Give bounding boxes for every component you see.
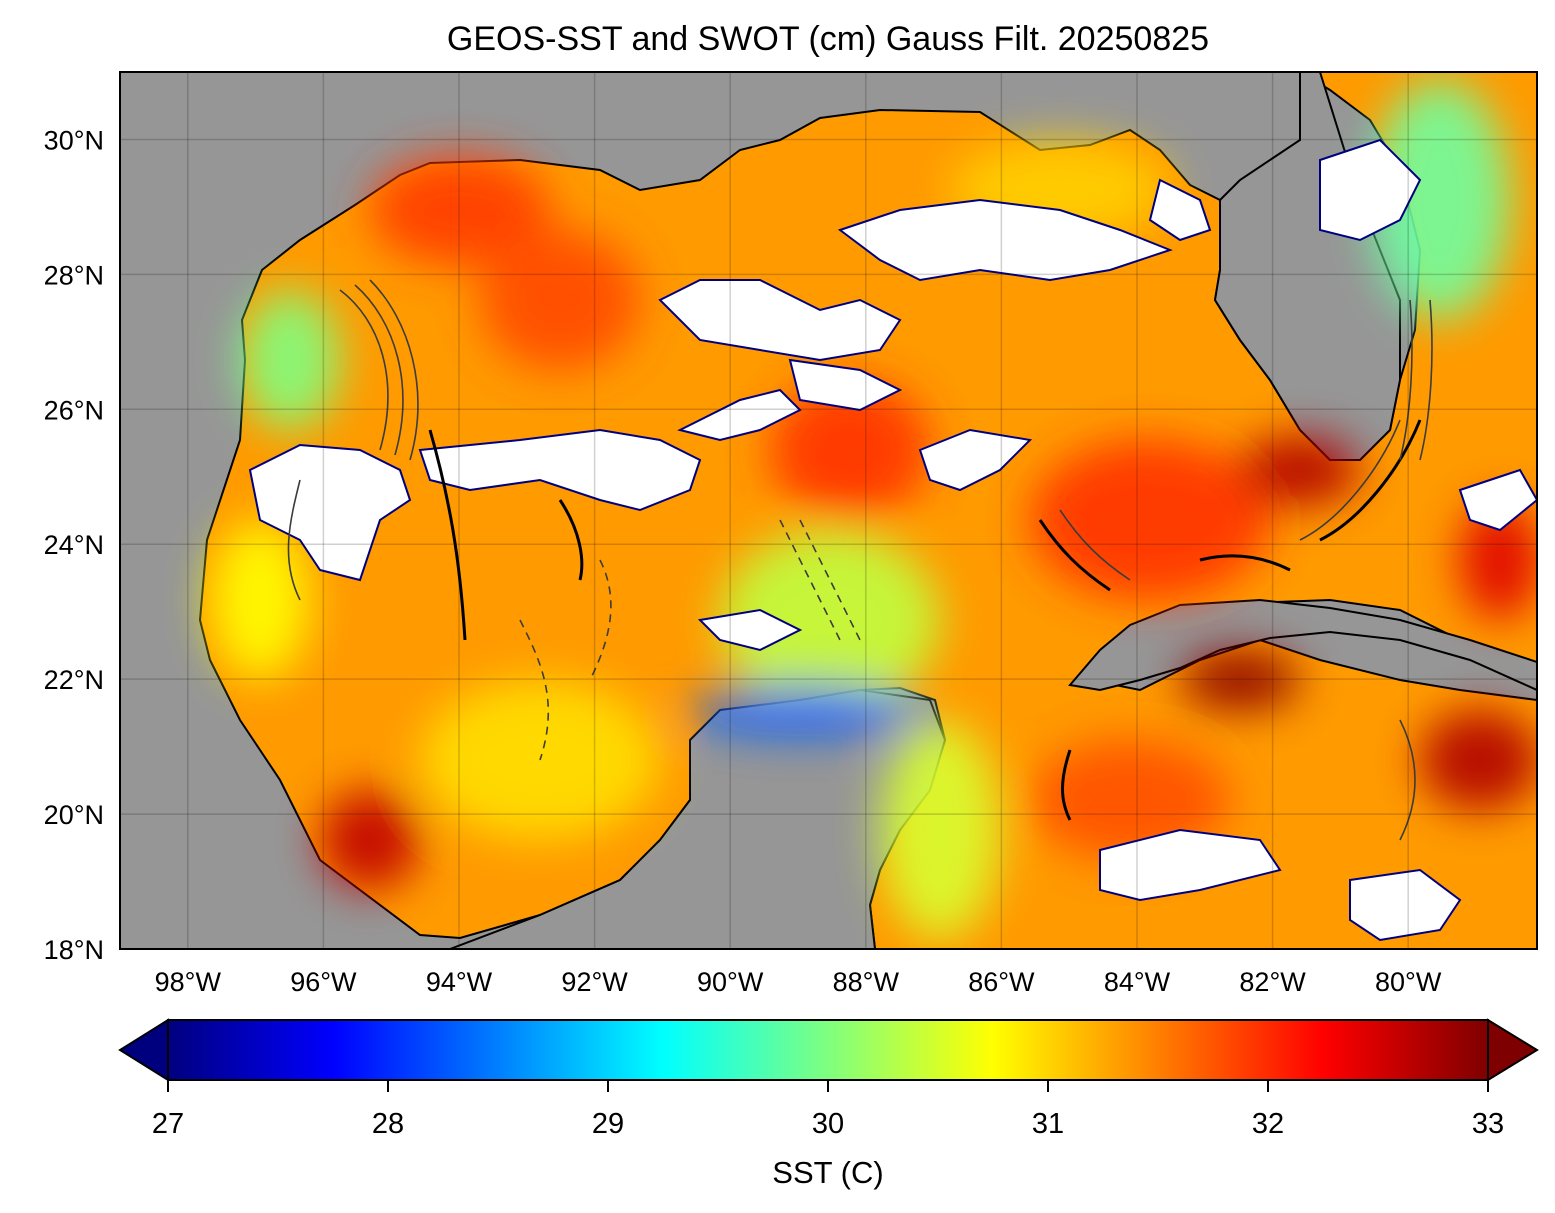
- map-frame: [119, 71, 1538, 950]
- lon-tick-label: 92°W: [561, 967, 628, 997]
- colorbar: 27 28 29 30 31 32 33 SST (C): [118, 1018, 1539, 1190]
- lon-tick-label: 84°W: [1104, 967, 1171, 997]
- lat-tick-label: 28°N: [44, 260, 104, 290]
- sst-blobs: [210, 80, 1537, 940]
- lon-tick-label: 80°W: [1375, 967, 1442, 997]
- colorbar-extend-high: [1487, 1018, 1539, 1082]
- cuba-land: [1068, 598, 1537, 692]
- lat-tick-labels: 18°N 20°N 22°N 24°N 26°N 28°N 30°N: [44, 125, 104, 965]
- swot-contours: [287, 279, 1433, 841]
- nodata-cloud-masks: [248, 138, 1537, 942]
- colorbar-extend-low: [118, 1018, 169, 1082]
- florida-land: [1213, 72, 1401, 461]
- lat-tick-label: 24°N: [44, 530, 104, 560]
- lon-tick-labels: 98°W 96°W 94°W 92°W 90°W 88°W 86°W 84°W 82°W 80°W: [155, 967, 1442, 997]
- lon-tick-label: 94°W: [426, 967, 493, 997]
- lat-tick-label: 26°N: [44, 395, 104, 425]
- colorbar-label: SST (C): [772, 1155, 883, 1190]
- lat-tick-label: 30°N: [44, 125, 104, 155]
- lat-tick-label: 20°N: [44, 800, 104, 830]
- lat-tick-label: 18°N: [44, 935, 104, 965]
- colorbar-tick-label: 30: [812, 1108, 844, 1140]
- lat-tick-label: 22°N: [44, 665, 104, 695]
- lon-tick-label: 86°W: [968, 967, 1035, 997]
- colorbar-tick-label: 27: [152, 1108, 184, 1140]
- lon-tick-label: 82°W: [1239, 967, 1306, 997]
- colorbar-ticks: 27 28 29 30 31 32 33: [152, 1080, 1504, 1140]
- ocean-sst-field: [198, 72, 1537, 949]
- colorbar-tick-label: 32: [1252, 1108, 1284, 1140]
- lon-tick-label: 96°W: [290, 967, 357, 997]
- map-panel: [120, 72, 1537, 949]
- colorbar-body: [167, 1019, 1489, 1081]
- gridlines: [120, 72, 1537, 949]
- colorbar-tick-label: 31: [1032, 1108, 1064, 1140]
- lon-tick-label: 98°W: [155, 967, 222, 997]
- lon-tick-label: 90°W: [697, 967, 764, 997]
- colorbar-tick-label: 28: [372, 1108, 404, 1140]
- colorbar-tick-label: 33: [1472, 1108, 1504, 1140]
- lon-tick-label: 88°W: [833, 967, 900, 997]
- map-title: GEOS-SST and SWOT (cm) Gauss Filt. 20250…: [447, 20, 1209, 58]
- colorbar-tick-label: 29: [592, 1108, 624, 1140]
